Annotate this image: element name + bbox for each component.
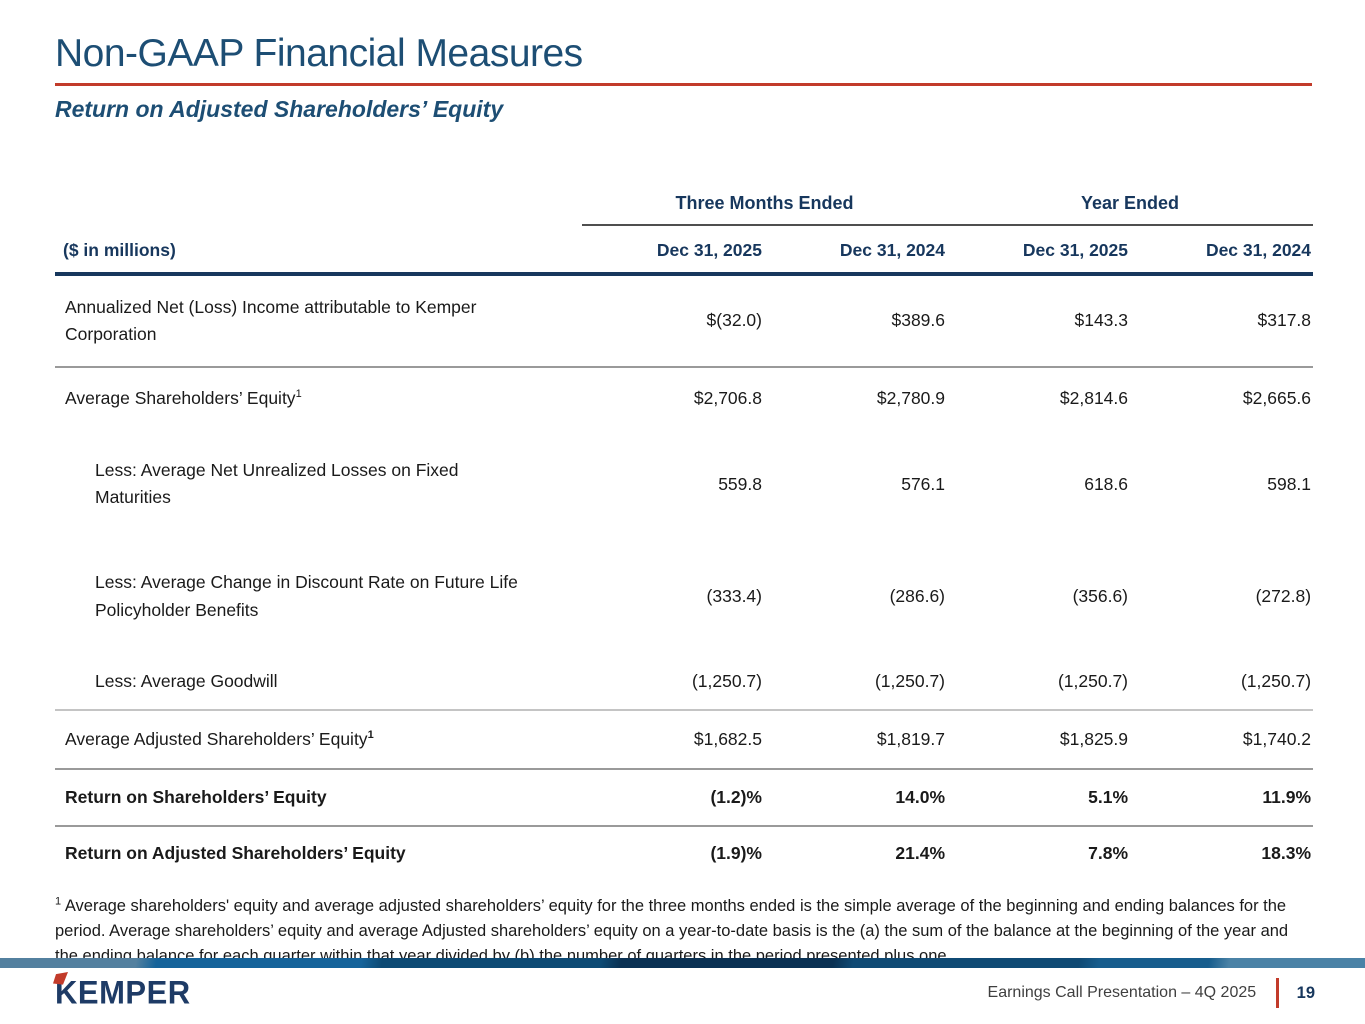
row-value-cell: $1,740.2	[1130, 709, 1314, 770]
row-value-cell: (333.4)	[706, 586, 762, 606]
row-label: Average Shareholders’ Equity	[65, 388, 296, 408]
row-label: Average Adjusted Shareholders’ Equity	[65, 728, 368, 749]
row-label: Less: Average Goodwill	[95, 670, 278, 691]
row-value-cell: 559.8	[718, 473, 762, 494]
row-footnote-marker: 1	[295, 388, 302, 401]
table-row: Less: Average Goodwill (1,250.7) (1,250.…	[55, 653, 1314, 711]
slide-content: Non-GAAP Financial Measures Return on Ad…	[55, 32, 1314, 965]
group-header-row: Three Months Ended Year Ended	[55, 186, 1314, 226]
row-label: Return on Shareholders’ Equity	[65, 786, 327, 807]
page-subtitle: Return on Adjusted Shareholders’ Equity	[55, 95, 504, 122]
row-label: Less: Average Change in Discount Rate on…	[95, 572, 518, 620]
row-value-cell: (1.2)%	[582, 768, 764, 828]
row-label-cell: Annualized Net (Loss) Income attributabl…	[55, 273, 582, 369]
row-value-cell: $2,665.6	[1242, 388, 1312, 409]
footnote-text: Average shareholders' equity and average…	[55, 897, 1289, 965]
table-row: Return on Shareholders’ Equity (1.2)% 14…	[55, 768, 1314, 828]
row-label: Less: Average Net Unrealized Losses on F…	[95, 460, 459, 508]
row-value-cell: 5.1%	[947, 768, 1131, 828]
footer-accent-bar	[0, 958, 1365, 968]
page-number: 19	[1296, 983, 1315, 1002]
row-label-cell: Less: Average Net Unrealized Losses on F…	[55, 429, 582, 539]
row-value-cell: 18.3%	[1261, 843, 1312, 864]
row-value-cell: (1,250.7)	[947, 653, 1131, 711]
page-title: Non-GAAP Financial Measures	[55, 32, 583, 75]
row-label: Return on Adjusted Shareholders’ Equity	[65, 843, 406, 863]
column-header-2: Dec 31, 2025	[947, 224, 1131, 276]
table-row: Annualized Net (Loss) Income attributabl…	[55, 273, 1314, 369]
table-body: Annualized Net (Loss) Income attributabl…	[55, 273, 1314, 880]
row-label-cell: Return on Adjusted Shareholders’ Equity	[55, 826, 582, 880]
footnote-marker: 1	[55, 895, 62, 908]
row-value-cell: $1,825.9	[947, 709, 1131, 770]
footer-row: KEMPER Earnings Call Presentation – 4Q 2…	[0, 968, 1365, 1024]
row-label-cell: Average Shareholders’ Equity1	[55, 367, 582, 429]
column-header-3: Dec 31, 2024	[1130, 224, 1314, 276]
column-header-row: ($ in millions) Dec 31, 2025 Dec 31, 202…	[55, 224, 1314, 276]
row-value-cell: (1,250.7)	[582, 653, 764, 711]
row-value-cell: $143.3	[947, 273, 1131, 369]
row-value-cell: $1,819.7	[764, 709, 948, 770]
row-value-cell: (1,250.7)	[1130, 653, 1314, 711]
row-value-cell: (356.6)	[1072, 586, 1129, 606]
table-row: Less: Average Net Unrealized Losses on F…	[55, 429, 1313, 539]
units-label: ($ in millions)	[55, 224, 582, 276]
row-value-cell: 598.1	[1267, 473, 1312, 494]
table-row: Average Shareholders’ Equity1 $2,706.8 $…	[55, 367, 1313, 429]
group-header-three-months: Three Months Ended	[582, 186, 948, 226]
column-header-0: Dec 31, 2025	[582, 224, 764, 276]
table-row: Less: Average Change in Discount Rate on…	[55, 539, 1313, 653]
row-label-cell: Return on Shareholders’ Equity	[55, 768, 582, 828]
row-value-cell: 7.8%	[1088, 843, 1129, 864]
row-value-cell: 14.0%	[764, 768, 948, 828]
row-value-cell: $(32.0)	[582, 273, 764, 369]
footer: KEMPER Earnings Call Presentation – 4Q 2…	[0, 958, 1365, 1024]
row-label-cell: Average Adjusted Shareholders’ Equity1	[55, 709, 582, 770]
kemper-logo-text: KEMPER	[55, 974, 191, 1011]
row-label-cell: Less: Average Goodwill	[55, 653, 582, 711]
row-value-cell: $2,814.6	[1059, 388, 1129, 409]
row-value-cell: $2,780.9	[876, 388, 946, 409]
group-header-year-ended: Year Ended	[947, 186, 1314, 226]
table-row: Average Adjusted Shareholders’ Equity1 $…	[55, 709, 1314, 770]
row-value-cell: (1,250.7)	[764, 653, 948, 711]
row-value-cell: 576.1	[901, 473, 946, 494]
row-value-cell: $2,706.8	[693, 388, 762, 409]
row-label-cell: Less: Average Change in Discount Rate on…	[55, 539, 582, 653]
title-underline	[55, 82, 1312, 86]
row-footnote-marker: 1	[367, 728, 374, 741]
table-row: Return on Adjusted Shareholders’ Equity …	[55, 826, 1313, 880]
column-header-1: Dec 31, 2024	[764, 224, 948, 276]
row-value-cell: $1,682.5	[582, 709, 764, 770]
row-value-cell: 11.9%	[1130, 768, 1314, 828]
corner-cell	[55, 187, 582, 225]
financial-table: Three Months Ended Year Ended ($ in mill…	[55, 186, 1314, 880]
row-label: Annualized Net (Loss) Income attributabl…	[65, 296, 477, 344]
row-value-cell: 21.4%	[895, 843, 946, 864]
kemper-logo: KEMPER	[53, 972, 191, 1012]
row-value-cell: 618.6	[1084, 473, 1129, 494]
kemper-logo-red-arm-icon	[53, 972, 68, 985]
footer-red-divider	[1276, 978, 1279, 1008]
row-value-cell: (272.8)	[1255, 586, 1312, 606]
row-value-cell: $389.6	[764, 273, 948, 369]
footer-caption: Earnings Call Presentation – 4Q 2025	[987, 984, 1257, 1001]
row-value-cell: (1.9)%	[710, 843, 762, 864]
table-header: Three Months Ended Year Ended ($ in mill…	[55, 186, 1314, 276]
row-value-cell: $317.8	[1130, 273, 1314, 369]
row-value-cell: (286.6)	[889, 586, 946, 606]
